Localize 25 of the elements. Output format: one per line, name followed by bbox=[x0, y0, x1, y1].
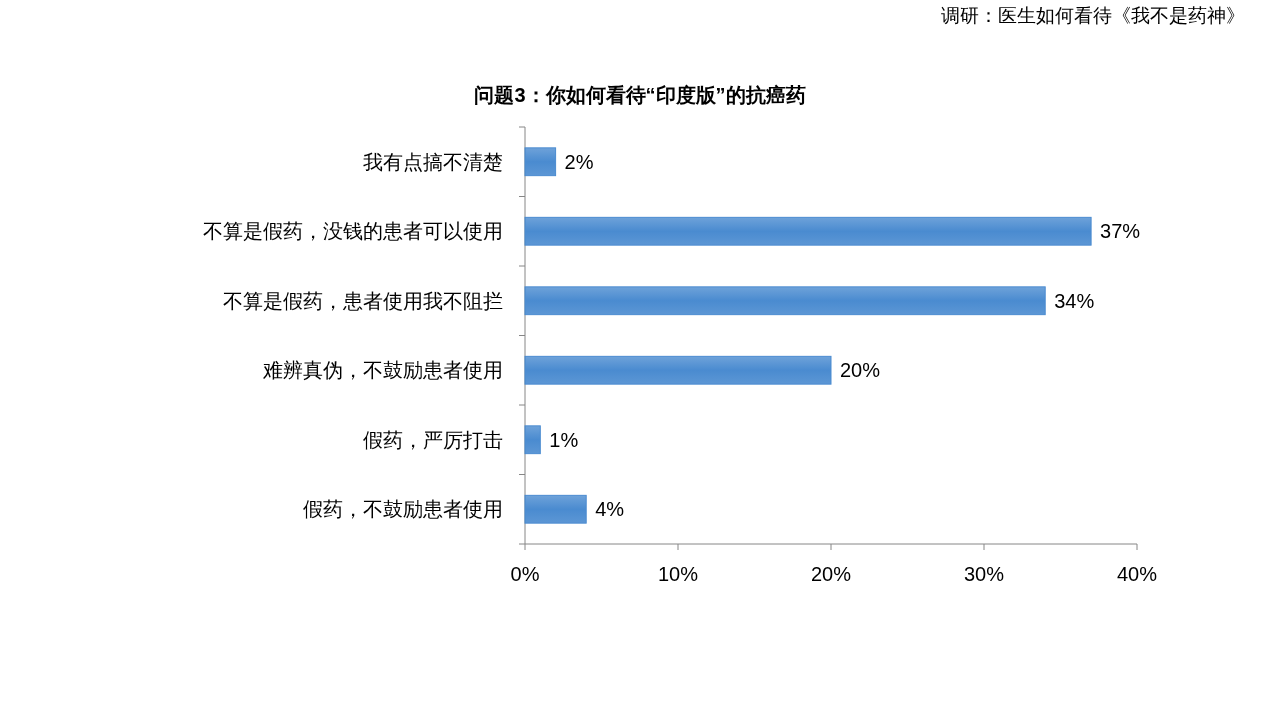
bar bbox=[524, 425, 541, 455]
x-tick-label: 0% bbox=[510, 563, 540, 585]
data-label: 34% bbox=[1054, 289, 1095, 312]
y-tick-label: 不算是假药，没钱的患者可以使用 bbox=[203, 220, 503, 243]
data-label: 2% bbox=[564, 150, 594, 173]
y-tick-label: 我有点搞不清楚 bbox=[363, 150, 503, 173]
y-tick-label: 难辨真伪，不鼓励患者使用 bbox=[262, 359, 503, 382]
data-label: 37% bbox=[1100, 220, 1141, 243]
bar bbox=[524, 147, 557, 177]
chart-title: 问题3：你如何看待“印度版”的抗癌药 bbox=[474, 84, 806, 106]
data-label: 20% bbox=[840, 359, 881, 382]
bar bbox=[524, 494, 587, 524]
bar bbox=[524, 216, 1092, 246]
y-tick-label: 假药，不鼓励患者使用 bbox=[303, 498, 503, 521]
x-tick-label: 30% bbox=[963, 563, 1005, 585]
bar bbox=[524, 286, 1046, 316]
text: 调研：医生如何看待《我不是药神》 bbox=[941, 5, 1245, 26]
data-label: 4% bbox=[595, 498, 625, 521]
y-tick-label: 假药，严厉打击 bbox=[363, 428, 503, 451]
x-tick-label: 40% bbox=[1116, 563, 1158, 585]
data-label: 1% bbox=[549, 428, 579, 451]
x-tick-label: 10% bbox=[657, 563, 699, 585]
bar bbox=[524, 355, 832, 385]
y-tick-label: 不算是假药，患者使用我不阻拦 bbox=[223, 289, 503, 312]
x-tick-label: 20% bbox=[810, 563, 852, 585]
